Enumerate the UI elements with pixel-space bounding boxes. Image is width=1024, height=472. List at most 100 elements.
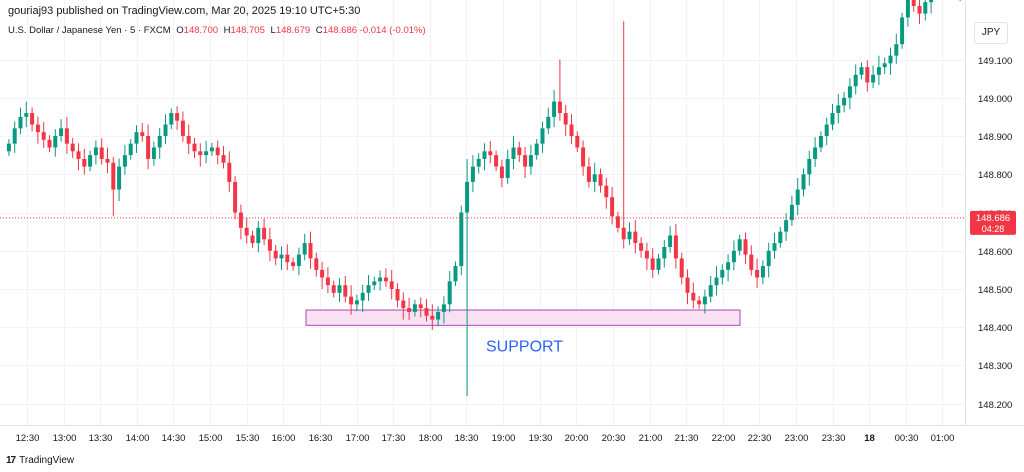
- candle-body: [227, 162, 232, 182]
- close-value: 148.686: [322, 25, 358, 36]
- candle-body: [256, 227, 261, 244]
- candle-body: [923, 2, 928, 14]
- candle-body: [639, 243, 644, 251]
- candle: [488, 140, 493, 164]
- candle: [673, 223, 678, 269]
- candle-body: [726, 262, 731, 270]
- candle: [383, 268, 388, 288]
- candle-body: [378, 277, 383, 282]
- candle-body: [360, 292, 365, 301]
- candle: [250, 230, 255, 248]
- candle-body: [830, 113, 835, 125]
- candle: [853, 64, 858, 95]
- price-tick-label: 148.400: [978, 323, 1012, 334]
- candle-body: [615, 216, 620, 228]
- candle: [604, 177, 609, 209]
- price-tick-label: 148.300: [978, 361, 1012, 372]
- candle: [12, 121, 17, 153]
- candle-body: [291, 262, 296, 267]
- candle-body: [505, 158, 510, 179]
- candle: [395, 283, 400, 308]
- candle: [499, 159, 504, 188]
- candle-body: [929, 0, 934, 3]
- tradingview-logo-icon: 17: [6, 455, 16, 466]
- low-label: L: [270, 25, 276, 36]
- candle-body: [111, 162, 116, 190]
- candle-body: [70, 143, 75, 152]
- candle-body: [737, 239, 742, 251]
- time-axis[interactable]: 12:30 13:00 13:30 14:00 14:30 15:00 15:30 16:00…: [16, 433, 955, 444]
- candle-body: [389, 281, 394, 289]
- candle: [731, 240, 736, 271]
- time-tick-label: 14:30: [162, 433, 186, 444]
- candle-body: [911, 0, 916, 6]
- candle: [117, 158, 122, 202]
- candle: [511, 136, 516, 170]
- candle: [778, 227, 783, 248]
- candle: [465, 158, 470, 397]
- candle-body: [627, 231, 632, 240]
- candle: [865, 60, 870, 92]
- time-tick-label: 17:00: [346, 433, 370, 444]
- candle: [111, 157, 116, 217]
- candle-body: [383, 277, 388, 282]
- candle: [639, 237, 644, 258]
- candle: [569, 114, 574, 145]
- candle-body: [714, 277, 719, 286]
- candle-body: [146, 136, 151, 159]
- candle-body: [859, 67, 864, 75]
- candle: [801, 168, 806, 197]
- time-tick-label: 15:30: [236, 433, 260, 444]
- candle: [128, 139, 133, 160]
- candle: [726, 254, 731, 282]
- candle-body: [401, 300, 406, 309]
- candle-body: [192, 143, 197, 152]
- candle-body: [134, 132, 139, 144]
- time-tick-label: 17:30: [382, 433, 406, 444]
- candle: [459, 205, 464, 276]
- candle: [737, 234, 742, 256]
- candle: [325, 267, 330, 294]
- candle: [209, 142, 214, 156]
- candle: [633, 220, 638, 254]
- candle: [360, 284, 365, 312]
- candle-body: [337, 285, 342, 293]
- candle: [766, 242, 771, 278]
- time-tick-label: 22:30: [748, 433, 772, 444]
- candle: [291, 257, 296, 271]
- candle-body: [53, 136, 58, 148]
- candle: [876, 55, 881, 86]
- candle: [743, 232, 748, 264]
- candle-body: [766, 250, 771, 267]
- candle-body: [743, 239, 748, 255]
- candle: [320, 261, 325, 289]
- candle-body: [685, 277, 690, 293]
- candle-body: [836, 105, 841, 114]
- candle: [557, 59, 562, 121]
- time-tick-label: 18:00: [419, 433, 443, 444]
- candle-body: [314, 258, 319, 270]
- candle: [656, 253, 661, 275]
- candle: [262, 218, 267, 246]
- candle: [894, 33, 899, 64]
- candle: [70, 137, 75, 159]
- candle-body: [262, 227, 267, 240]
- candle-body: [99, 147, 104, 159]
- candle: [140, 122, 145, 142]
- close-label: C: [315, 25, 323, 36]
- candle: [615, 211, 620, 233]
- candle-body: [233, 181, 238, 213]
- candle: [714, 266, 719, 296]
- candle: [401, 292, 406, 320]
- footer-brand: 17 TradingView: [6, 455, 74, 466]
- candle: [720, 264, 725, 285]
- candle-body: [900, 17, 905, 45]
- candle-body: [552, 101, 557, 117]
- candle-body: [395, 289, 400, 301]
- candle-body: [523, 155, 528, 167]
- currency-button[interactable]: JPY: [974, 22, 1008, 44]
- candle: [702, 289, 707, 314]
- candle: [662, 240, 667, 268]
- candle-body: [853, 74, 858, 87]
